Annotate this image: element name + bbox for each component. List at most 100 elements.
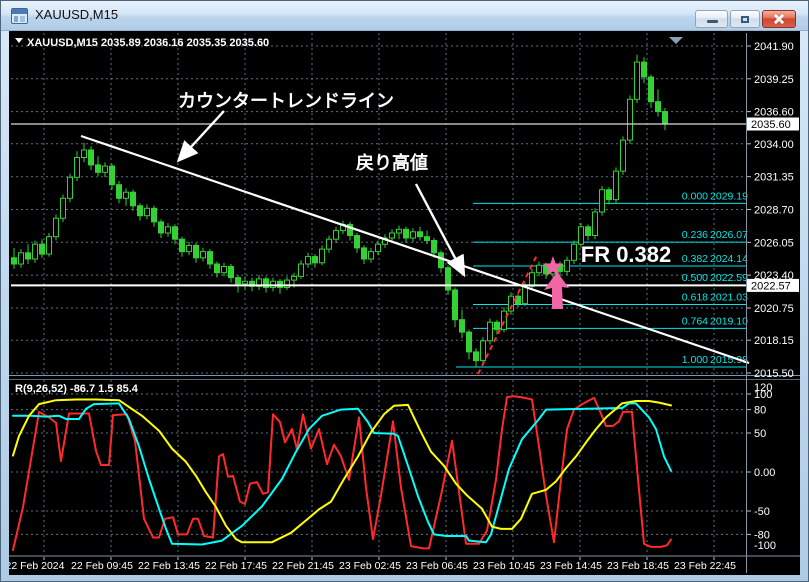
candle-body: [60, 197, 66, 219]
symbol-ohlc-header: XAUUSD,M15 2035.89 2036.16 2035.35 2035.…: [27, 37, 269, 49]
candle-body: [466, 331, 472, 353]
candle-body: [361, 247, 367, 260]
fib-ratio-label: 0.236: [682, 229, 708, 241]
price-axis: 2041.90 2039.25 2036.60 2034.00 2031.35 2028.…: [747, 41, 799, 552]
time-tick-label: 22 Feb 21:45: [272, 560, 334, 572]
candle-body: [424, 236, 430, 241]
candle-body: [88, 149, 94, 166]
candle-body: [599, 189, 605, 213]
price-tick-label: 2036.60: [754, 107, 794, 119]
red-dashed-rally-line: [477, 254, 538, 375]
candle-body: [228, 266, 234, 279]
candle-body: [172, 226, 178, 240]
chart-shift-icon: [669, 37, 683, 44]
candle-body: [144, 207, 150, 217]
entry-star-icon: [542, 256, 564, 276]
candle-body: [438, 252, 444, 269]
candle-body: [207, 251, 213, 265]
indicator-lines: [12, 395, 672, 551]
candle-body: [53, 217, 59, 238]
candle-body: [417, 231, 423, 238]
time-tick-label: 22 Feb 17:45: [205, 560, 267, 572]
candle-body: [46, 236, 52, 255]
candle-body: [606, 189, 612, 201]
candle-body: [200, 251, 206, 259]
price-tick-label: 2041.90: [754, 41, 794, 53]
candle-body: [186, 244, 192, 253]
candle-body: [375, 243, 381, 253]
price-box-label: 2022.57: [751, 280, 791, 292]
restore-button[interactable]: [730, 10, 760, 28]
price-box-label: 2035.60: [751, 119, 791, 131]
candle-body: [95, 164, 101, 173]
candle-body: [564, 259, 570, 272]
symbol-dropdown-icon[interactable]: [15, 38, 23, 43]
candle-body: [18, 252, 24, 265]
candle-body: [480, 340, 486, 362]
price-tick-label: 2020.75: [754, 303, 794, 315]
candle-body: [634, 61, 640, 100]
time-tick-label: 23 Feb 10:45: [473, 560, 535, 572]
fib-price-label: 2026.07: [710, 229, 748, 241]
candle-body: [291, 275, 297, 281]
bid-price-box: [747, 117, 799, 131]
candle-body: [445, 267, 451, 291]
restore-icon: [741, 16, 749, 23]
chart-canvas[interactable]: 0.000 2029.19 0.236 2026.070.382 2024.140.50…: [9, 31, 800, 575]
candle-body: [165, 226, 171, 234]
candle-body: [221, 266, 227, 274]
candle-body: [641, 61, 647, 78]
minimize-button[interactable]: [695, 10, 728, 28]
fib-ratio-label: 0.000: [682, 190, 708, 202]
price-tick-label: 2031.35: [754, 172, 794, 184]
candle-body: [74, 157, 80, 178]
price-tick-label: 2034.00: [754, 139, 794, 151]
fib-price-label: 2022.59: [710, 272, 748, 284]
candle-body: [403, 228, 409, 239]
candle-body: [410, 231, 416, 239]
price-tick-label: 2028.70: [754, 205, 794, 217]
close-button[interactable]: [762, 10, 796, 28]
fib-price-label: 2024.14: [710, 253, 748, 265]
fib-ratio-label: 1.000: [682, 354, 708, 366]
candle-body: [522, 285, 528, 305]
time-tick-label: 22 Feb 2024: [9, 560, 65, 572]
candle-body: [326, 238, 332, 250]
candle-body: [158, 221, 164, 234]
indicator-tick-label: -80: [754, 529, 770, 541]
candle-body: [585, 226, 591, 237]
candle-body: [263, 278, 269, 288]
counter-trendline: [80, 134, 750, 365]
candle-body: [137, 205, 143, 217]
fib-ratio-label: 0.500: [682, 272, 708, 284]
time-tick-label: 23 Feb 06:45: [406, 560, 468, 572]
time-tick-label: 23 Feb 02:45: [339, 560, 401, 572]
time-tick-label: 22 Feb 09:45: [71, 560, 133, 572]
candle-body: [627, 98, 633, 141]
pink-up-arrow-icon: [544, 272, 569, 309]
candle-body: [305, 256, 311, 265]
minimize-icon: [706, 20, 718, 23]
indicator-tick-label: -100: [754, 540, 776, 552]
time-tick-label: 22 Feb 13:45: [138, 560, 200, 572]
candle-body: [347, 223, 353, 236]
indicator-tick-label: 80: [754, 405, 766, 417]
line-price-box: [747, 278, 799, 292]
candle-body: [529, 272, 535, 287]
fibonacci-retracement: 0.000 2029.19 0.236 2026.070.382 2024.140.50…: [456, 190, 748, 368]
candle-body: [662, 111, 668, 125]
trendline-annotation-arrow: [176, 110, 225, 163]
candle-body: [655, 101, 661, 113]
candle-body: [536, 264, 542, 274]
candle-body: [620, 139, 626, 172]
window-title: XAUUSD,M15: [35, 7, 119, 22]
candle-body: [102, 165, 108, 173]
candle-body: [389, 232, 395, 239]
candle-body: [81, 149, 87, 158]
candle-body: [32, 243, 38, 260]
chart-client-area: 0.000 2029.19 0.236 2026.07 0.382 2024.14 0.50…: [9, 31, 800, 575]
fib-price-label: 2015.98: [710, 354, 748, 366]
time-tick-label: 23 Feb 14:45: [540, 560, 602, 572]
indicator-tick-label: 120: [754, 382, 772, 394]
